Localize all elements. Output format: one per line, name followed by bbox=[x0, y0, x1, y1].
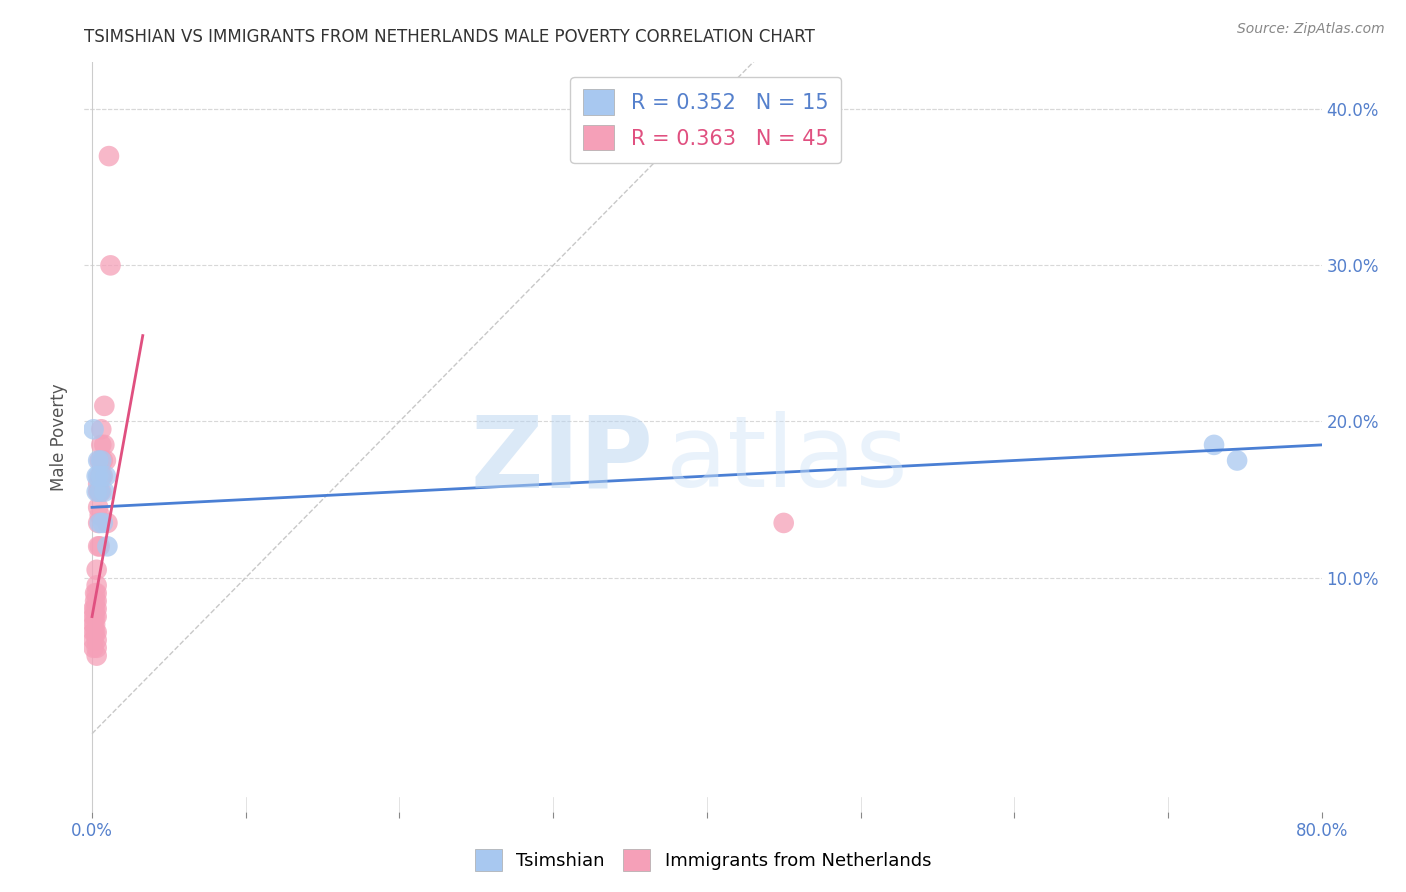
Point bbox=[94, 453, 117, 467]
Point bbox=[89, 469, 111, 483]
Point bbox=[91, 469, 114, 483]
Point bbox=[90, 438, 112, 452]
Point bbox=[86, 640, 108, 655]
Point bbox=[83, 625, 105, 640]
Point bbox=[93, 484, 115, 499]
Point bbox=[83, 601, 105, 615]
Point bbox=[86, 586, 108, 600]
Point bbox=[89, 453, 111, 467]
Point bbox=[86, 609, 108, 624]
Point bbox=[89, 484, 111, 499]
Point bbox=[84, 609, 107, 624]
Point bbox=[86, 578, 108, 592]
Point bbox=[93, 399, 115, 413]
Point bbox=[100, 258, 122, 272]
Point bbox=[86, 601, 108, 615]
Point bbox=[84, 586, 107, 600]
Point bbox=[87, 539, 110, 553]
Point bbox=[87, 484, 110, 499]
Point bbox=[86, 563, 108, 577]
Point bbox=[91, 453, 114, 467]
Point bbox=[97, 149, 120, 163]
Point bbox=[91, 516, 114, 530]
Point bbox=[87, 469, 110, 483]
Point bbox=[83, 609, 105, 624]
Point bbox=[84, 625, 107, 640]
Point bbox=[87, 500, 110, 515]
Point bbox=[93, 438, 115, 452]
Point bbox=[1226, 453, 1249, 467]
Point bbox=[83, 633, 105, 648]
Point bbox=[89, 539, 111, 553]
Point bbox=[96, 516, 118, 530]
Point bbox=[86, 594, 108, 608]
Point bbox=[1202, 438, 1225, 452]
Point bbox=[89, 516, 111, 530]
Text: Source: ZipAtlas.com: Source: ZipAtlas.com bbox=[1237, 22, 1385, 37]
Point bbox=[89, 508, 111, 523]
Legend: R = 0.352   N = 15, R = 0.363   N = 45: R = 0.352 N = 15, R = 0.363 N = 45 bbox=[571, 77, 841, 163]
Point bbox=[90, 453, 112, 467]
Point bbox=[94, 469, 117, 483]
Point bbox=[90, 484, 112, 499]
Point bbox=[84, 594, 107, 608]
Point bbox=[84, 601, 107, 615]
Y-axis label: Male Poverty: Male Poverty bbox=[51, 384, 69, 491]
Point bbox=[83, 617, 105, 632]
Point bbox=[84, 617, 107, 632]
Point bbox=[772, 516, 794, 530]
Point bbox=[87, 476, 110, 491]
Text: ZIP: ZIP bbox=[471, 411, 654, 508]
Point bbox=[96, 539, 118, 553]
Point bbox=[86, 633, 108, 648]
Point bbox=[83, 640, 105, 655]
Point bbox=[90, 469, 112, 483]
Point bbox=[86, 469, 108, 483]
Point bbox=[89, 484, 111, 499]
Legend: Tsimshian, Immigrants from Netherlands: Tsimshian, Immigrants from Netherlands bbox=[468, 842, 938, 879]
Text: atlas: atlas bbox=[666, 411, 907, 508]
Point bbox=[90, 469, 112, 483]
Point bbox=[83, 422, 105, 436]
Point bbox=[87, 453, 110, 467]
Point bbox=[86, 625, 108, 640]
Point bbox=[86, 484, 108, 499]
Point bbox=[90, 422, 112, 436]
Text: TSIMSHIAN VS IMMIGRANTS FROM NETHERLANDS MALE POVERTY CORRELATION CHART: TSIMSHIAN VS IMMIGRANTS FROM NETHERLANDS… bbox=[84, 28, 815, 45]
Point bbox=[87, 516, 110, 530]
Point bbox=[86, 648, 108, 663]
